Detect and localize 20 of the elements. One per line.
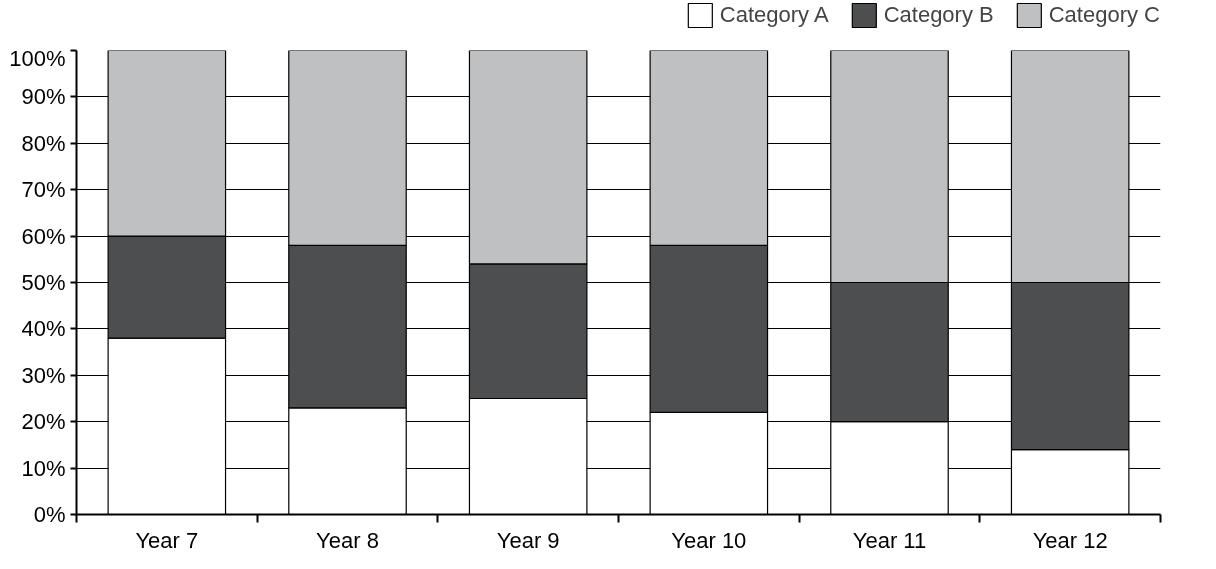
x-tick-label: Year 8 xyxy=(316,527,379,553)
x-tick-label: Year 9 xyxy=(496,527,560,553)
legend-label: Category B xyxy=(883,2,994,28)
y-tick-label: 30% xyxy=(21,362,66,388)
x-tick-label: Year 10 xyxy=(671,527,747,553)
legend-label: Category A xyxy=(719,2,829,28)
x-tick-label: Year 7 xyxy=(135,527,199,553)
y-tick-label: 0% xyxy=(33,502,66,527)
y-tick-label: 60% xyxy=(21,223,66,249)
y-tick-label: 10% xyxy=(21,455,66,481)
x-tick-label: Year 11 xyxy=(852,527,927,553)
y-tick-label: 90% xyxy=(21,84,66,110)
legend-label: Category C xyxy=(1048,2,1160,28)
y-tick-label: 50% xyxy=(21,270,66,295)
y-tick-label: 100% xyxy=(9,45,66,71)
y-tick-label: 70% xyxy=(21,177,66,203)
y-tick-label: 40% xyxy=(21,316,66,342)
x-tick-label: Year 12 xyxy=(1032,527,1108,553)
y-tick-label: 80% xyxy=(21,130,66,156)
y-tick-label: 20% xyxy=(21,409,66,435)
